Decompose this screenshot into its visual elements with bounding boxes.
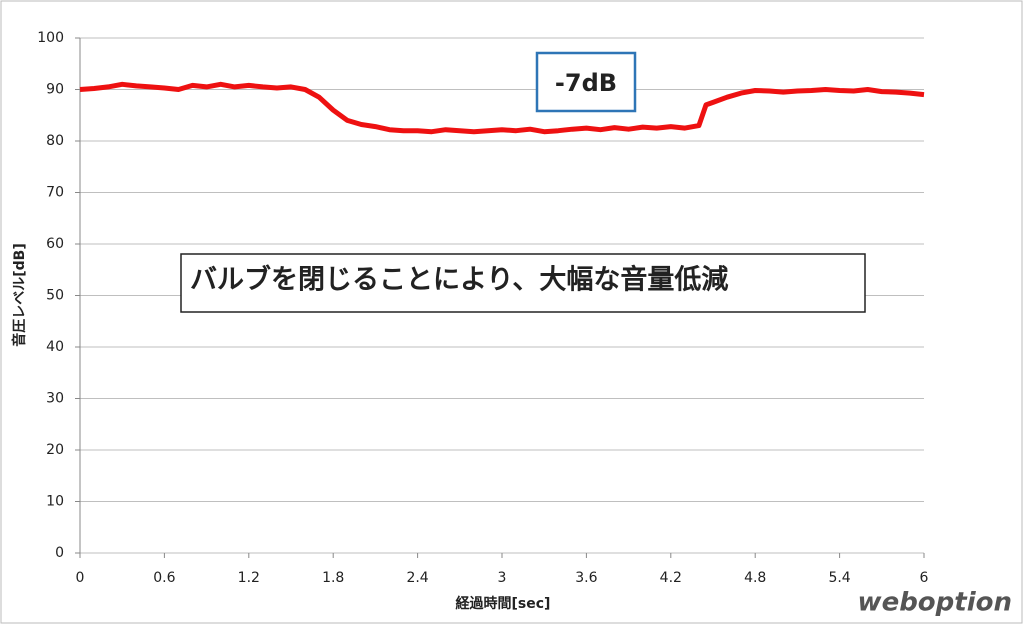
x-tick-label: 0.6	[153, 570, 175, 586]
y-tick-label: 20	[46, 442, 64, 458]
x-tick-label: 5.4	[828, 570, 850, 586]
x-tick-label: 3	[498, 570, 507, 586]
annotation-box	[535, 51, 637, 113]
annotation: バルブを閉じることにより、大幅な音量低減	[190, 264, 728, 296]
y-tick-label: 90	[46, 82, 64, 98]
line-series	[79, 81, 925, 135]
watermark: weboption	[858, 588, 1012, 618]
x-tick-label: 6	[920, 570, 929, 586]
x-axis-title: 経過時間[sec]	[456, 595, 551, 612]
y-tick-label: 40	[46, 339, 64, 355]
y-tick-label: 60	[46, 236, 64, 252]
x-tick-label: 4.2	[660, 570, 682, 586]
x-tick-label: 0	[76, 570, 85, 586]
y-tick-label: 50	[46, 288, 64, 304]
y-tick-label: 0	[55, 545, 64, 561]
x-tick-label: 4.8	[744, 570, 766, 586]
x-tick-label: 2.4	[406, 570, 428, 586]
annotation-box	[180, 253, 866, 313]
y-axis-title: 音圧レベル[dB]	[11, 243, 28, 347]
x-tick-label: 1.2	[238, 570, 260, 586]
y-tick-label: 30	[46, 391, 64, 407]
y-tick-label: 100	[37, 30, 64, 46]
y-tick-label: 80	[46, 133, 64, 149]
annotation: -7dB	[555, 69, 617, 97]
y-tick-label: 70	[46, 185, 64, 201]
y-tick-label: 10	[46, 494, 64, 510]
x-tick-label: 1.8	[322, 570, 344, 586]
x-tick-label: 3.6	[575, 570, 597, 586]
